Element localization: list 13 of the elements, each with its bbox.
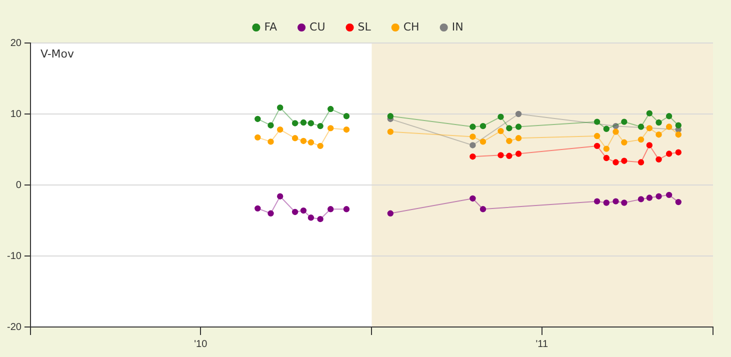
x-tick-label: '11: [536, 338, 548, 350]
legend-label: CH: [403, 20, 420, 34]
legend-label: IN: [452, 20, 464, 34]
y-tick-label: -10: [7, 250, 22, 262]
legend-label: FA: [264, 20, 278, 34]
y-tick-label: 0: [16, 180, 22, 191]
y-tick-label: 10: [10, 108, 22, 120]
legend-label: CU: [310, 20, 326, 34]
x-tick-label: '10: [194, 338, 208, 350]
y-axis-title: V-Mov: [40, 47, 75, 60]
legend-label: SL: [358, 20, 372, 34]
y-tick-label: -20: [7, 322, 22, 333]
y-tick-label: 20: [10, 38, 22, 49]
